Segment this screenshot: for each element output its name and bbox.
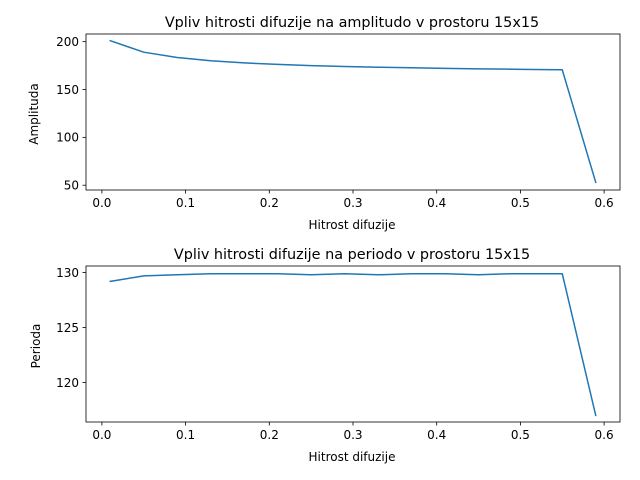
amplitude-series-line-0 (109, 39, 597, 184)
amplitude-chart-title: Vpliv hitrosti difuzije na amplitudo v p… (165, 15, 539, 31)
period-series-line-0 (109, 272, 597, 417)
amplitude-x-tick-label: 0.5 (511, 196, 530, 210)
period-chart-title: Vpliv hitrosti difuzije na periodo v pro… (174, 247, 530, 263)
amplitude-x-tick-label: 0.0 (92, 196, 111, 210)
period-y-tick-label: 120 (56, 376, 79, 390)
period-y-tick-label: 125 (56, 321, 79, 335)
period-x-tick-label: 0.6 (595, 428, 614, 442)
amplitude-x-tick-label: 0.1 (176, 196, 195, 210)
period-x-tick-label: 0.2 (260, 428, 279, 442)
amplitude-x-tick-label: 0.4 (427, 196, 446, 210)
amplitude-y-axis-label: Amplituda (27, 83, 41, 144)
period-x-tick-label: 0.4 (427, 428, 446, 442)
period-x-tick-label: 0.0 (92, 428, 111, 442)
amplitude-y-tick-label: 150 (56, 83, 79, 97)
period-y-axis-label: Perioda (29, 324, 43, 369)
period-x-tick-label: 0.1 (176, 428, 195, 442)
amplitude-x-tick-label: 0.2 (260, 196, 279, 210)
amplitude-x-tick-label: 0.3 (343, 196, 362, 210)
period-subplot: Vpliv hitrosti difuzije na periodo v pro… (29, 247, 621, 464)
period-x-axis-label: Hitrost difuzije (309, 450, 396, 464)
amplitude-y-tick-label: 50 (64, 179, 79, 193)
period-x-tick-label: 0.3 (343, 428, 362, 442)
amplitude-y-tick-label: 200 (56, 35, 79, 49)
amplitude-y-tick-label: 100 (56, 131, 79, 145)
period-x-tick-label: 0.5 (511, 428, 530, 442)
amplitude-x-tick-label: 0.6 (595, 196, 614, 210)
amplitude-subplot: Vpliv hitrosti difuzije na amplitudo v p… (27, 15, 621, 232)
period-marks: 0.0 0.1 0.2 0.3 0.4 0.5 0.6 120 125 130 (56, 265, 621, 442)
amplitude-x-axis-label: Hitrost difuzije (309, 218, 396, 232)
period-y-tick-label: 130 (56, 266, 79, 280)
amplitude-marks: 0.0 0.1 0.2 0.3 0.4 0.5 0.6 50 100 150 200 (56, 33, 621, 210)
